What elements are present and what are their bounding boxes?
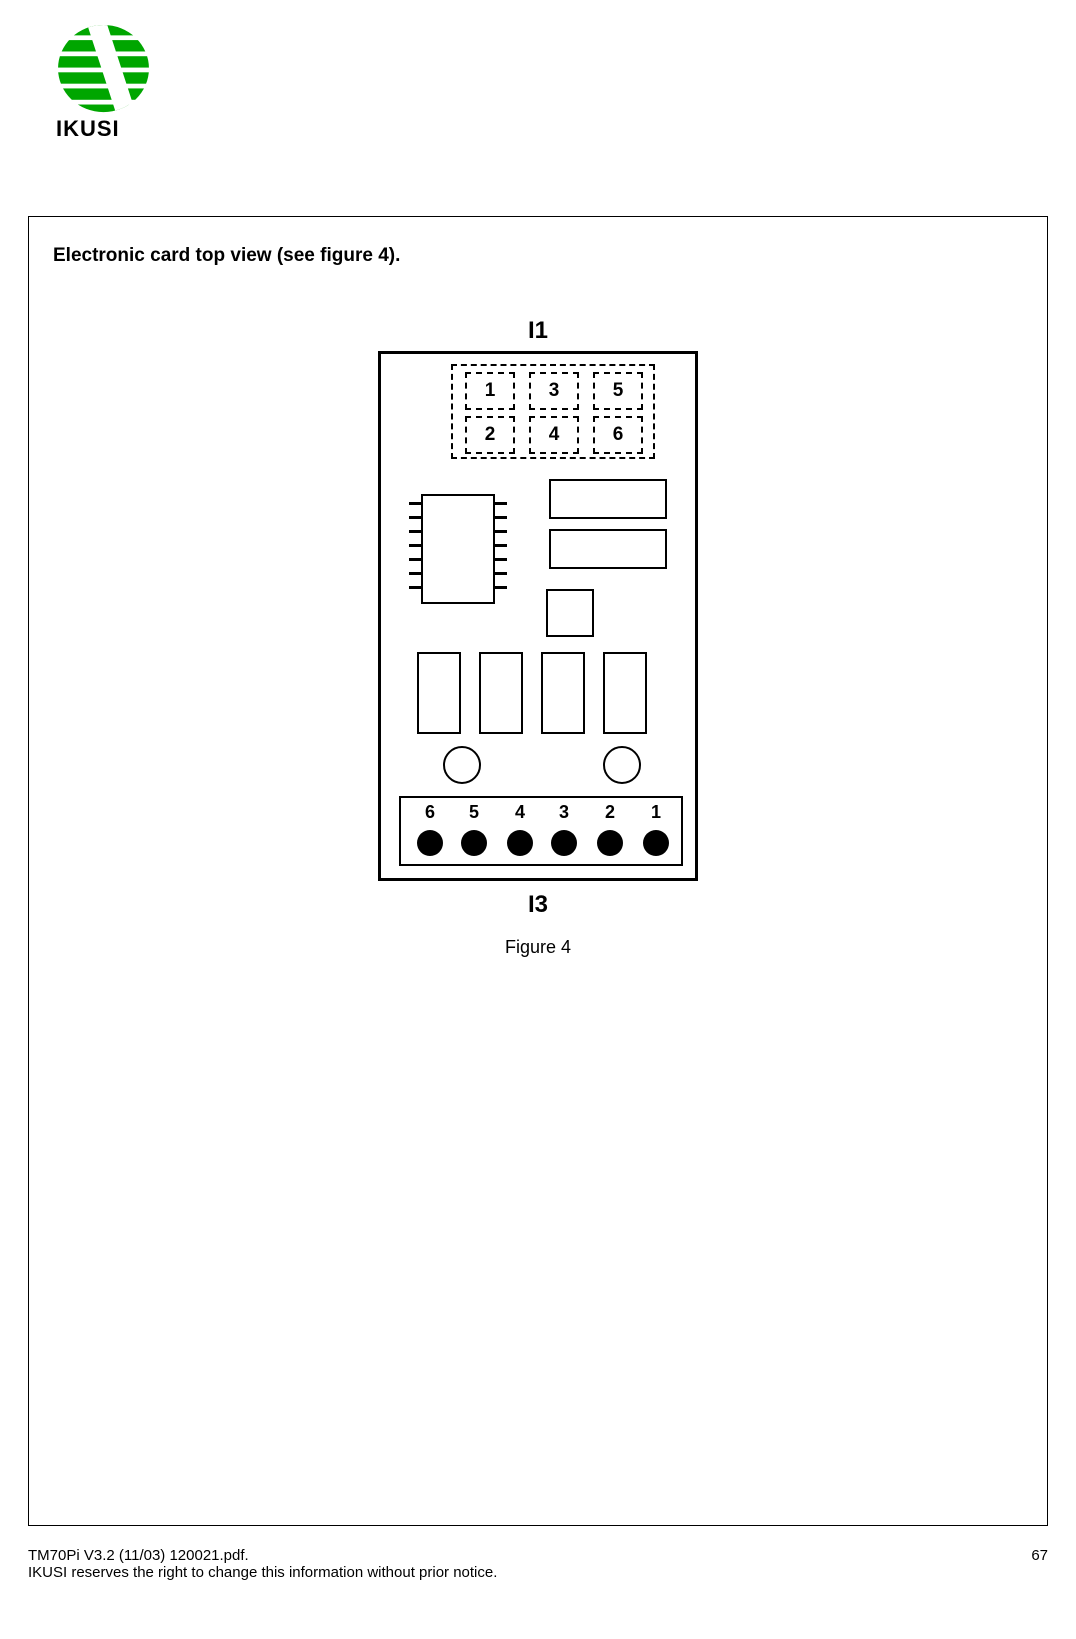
- i1-pin-6: 6: [593, 416, 643, 454]
- mounting-hole-right: [603, 746, 641, 784]
- i3-pin-num-2: 2: [597, 802, 623, 823]
- ic-pin: [409, 516, 421, 519]
- i3-pin-dot: [551, 830, 577, 856]
- ic-pin: [409, 558, 421, 561]
- component-vrect-3: [541, 652, 585, 734]
- ic-pin: [495, 544, 507, 547]
- i1-pin-3: 3: [529, 372, 579, 410]
- i3-pin-num-3: 3: [551, 802, 577, 823]
- ic-pin: [495, 502, 507, 505]
- footer-disclaimer: IKUSI reserves the right to change this …: [28, 1564, 1048, 1581]
- i1-connector-block: 1 3 5 2 4 6: [451, 364, 655, 459]
- i3-pin-num-4: 4: [507, 802, 533, 823]
- i3-pin-dot: [643, 830, 669, 856]
- figure-caption: Figure 4: [505, 937, 571, 958]
- page-footer: TM70Pi V3.2 (11/03) 120021.pdf. 67 IKUSI…: [28, 1547, 1048, 1581]
- connector-label-i3-wrap: I3: [528, 891, 548, 919]
- i1-pin-2: 2: [465, 416, 515, 454]
- brand-logo: IKUSI: [56, 24, 151, 142]
- i3-pin-dot: [461, 830, 487, 856]
- brand-logo-mark: [56, 24, 151, 114]
- component-square: [546, 589, 594, 637]
- ic-chip: [421, 494, 495, 604]
- ic-pin: [409, 502, 421, 505]
- ic-pin: [409, 572, 421, 575]
- i3-pin-dot: [597, 830, 623, 856]
- component-rect-b: [549, 529, 667, 569]
- i1-pin-4: 4: [529, 416, 579, 454]
- ic-pin: [409, 530, 421, 533]
- component-vrect-2: [479, 652, 523, 734]
- connector-label-i3: I3: [528, 891, 548, 919]
- ic-pin: [409, 544, 421, 547]
- ic-pin: [409, 586, 421, 589]
- page: IKUSI Electronic card top view (see figu…: [0, 0, 1076, 1639]
- footer-doc-id: TM70Pi V3.2 (11/03) 120021.pdf.: [28, 1547, 249, 1564]
- footer-row-1: TM70Pi V3.2 (11/03) 120021.pdf. 67: [28, 1547, 1048, 1564]
- ic-pin: [495, 572, 507, 575]
- ic-pin: [495, 516, 507, 519]
- section-heading: Electronic card top view (see figure 4).: [53, 245, 1023, 267]
- pcb-outline: 1 3 5 2 4 6: [378, 351, 698, 881]
- ic-pin: [495, 558, 507, 561]
- i3-pin-num-5: 5: [461, 802, 487, 823]
- i3-pin-dot: [507, 830, 533, 856]
- ic-pin: [495, 530, 507, 533]
- i1-pin-1: 1: [465, 372, 515, 410]
- i1-pin-5: 5: [593, 372, 643, 410]
- component-vrect-1: [417, 652, 461, 734]
- figure-area: I1 1 3 5 2 4 6: [53, 317, 1023, 958]
- content-frame: Electronic card top view (see figure 4).…: [28, 216, 1048, 1526]
- component-vrect-4: [603, 652, 647, 734]
- i3-connector-block: 6 5 4 3 2 1: [399, 796, 683, 866]
- connector-label-i1: I1: [528, 317, 548, 345]
- i3-pin-dot: [417, 830, 443, 856]
- i3-pin-num-1: 1: [643, 802, 669, 823]
- page-number: 67: [1031, 1547, 1048, 1564]
- mounting-hole-left: [443, 746, 481, 784]
- ic-pin: [495, 586, 507, 589]
- i3-pin-num-6: 6: [417, 802, 443, 823]
- brand-logo-text: IKUSI: [56, 116, 151, 142]
- component-rect-a: [549, 479, 667, 519]
